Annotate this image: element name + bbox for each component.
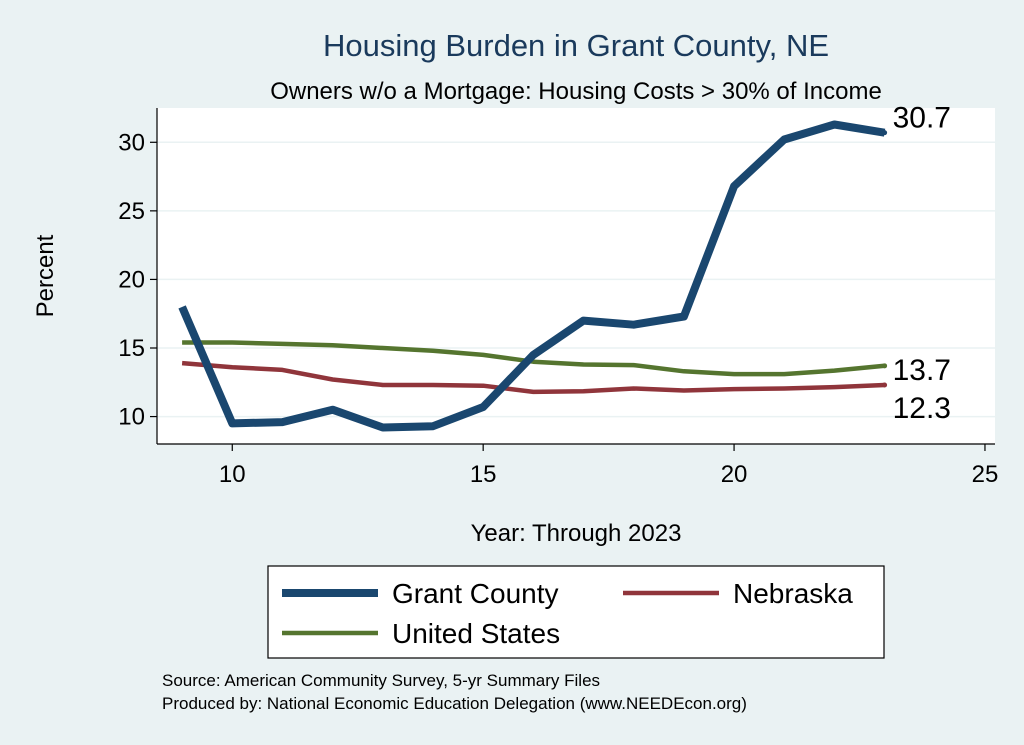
series-line-grant-county [178,120,886,432]
y-tick-label: 20 [118,266,145,293]
x-axis-label: Year: Through 2023 [471,520,682,547]
y-axis-label: Percent [32,234,59,317]
end-point-grant-county [882,130,888,136]
source-note: Source: American Community Survey, 5-yr … [162,671,600,690]
legend [267,565,885,659]
legend-label-united-states: United States [392,618,560,649]
x-tick-label: 25 [972,461,999,488]
series-line-nebraska [181,360,885,395]
series-lines [178,120,888,432]
legend-label-grant-county: Grant County [392,578,559,609]
chart-subtitle: Owners w/o a Mortgage: Housing Costs > 3… [270,78,882,105]
end-point-united-states [882,363,888,369]
plot-area [157,108,995,444]
grid [157,141,995,418]
end-label-nebraska: 12.3 [893,392,951,425]
y-tick-label: 15 [118,335,145,362]
end-label-grant-county: 30.7 [893,102,951,135]
axes: 10 15 20 25 30 10 15 20 25 [118,108,998,488]
end-point-nebraska [882,382,888,388]
legend-label-nebraska: Nebraska [733,578,853,609]
x-tick-label: 15 [470,461,497,488]
end-label-united-states: 13.7 [893,354,951,387]
legend-items: Grant County Nebraska United States [282,578,853,649]
y-tick-label: 10 [118,404,145,431]
series-line-united-states [182,340,885,377]
end-labels: 30.7 12.3 13.7 [893,102,951,425]
x-tick-label: 20 [721,461,748,488]
chart-title: Housing Burden in Grant County, NE [323,28,829,63]
x-tick-label: 10 [219,461,246,488]
produced-note: Produced by: National Economic Education… [162,694,747,713]
y-tick-label: 25 [118,198,145,225]
y-tick-label: 30 [118,129,145,156]
